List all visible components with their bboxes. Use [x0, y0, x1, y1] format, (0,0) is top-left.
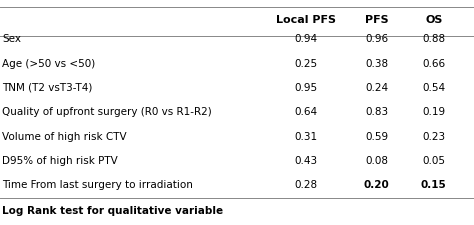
- Text: 0.95: 0.95: [294, 83, 317, 93]
- Text: 0.15: 0.15: [421, 180, 447, 190]
- Text: 0.05: 0.05: [422, 156, 445, 166]
- Text: 0.83: 0.83: [365, 107, 388, 117]
- Text: 0.24: 0.24: [365, 83, 388, 93]
- Text: 0.38: 0.38: [365, 59, 388, 69]
- Text: 0.96: 0.96: [365, 34, 388, 44]
- Text: 0.54: 0.54: [422, 83, 445, 93]
- Text: TNM (T2 vsT3-T4): TNM (T2 vsT3-T4): [2, 83, 93, 93]
- Text: 0.08: 0.08: [365, 156, 388, 166]
- Text: 0.28: 0.28: [294, 180, 317, 190]
- Text: 0.20: 0.20: [364, 180, 390, 190]
- Text: 0.88: 0.88: [422, 34, 445, 44]
- Text: Volume of high risk CTV: Volume of high risk CTV: [2, 132, 127, 142]
- Text: 0.31: 0.31: [294, 132, 317, 142]
- Text: 0.19: 0.19: [422, 107, 445, 117]
- Text: 0.59: 0.59: [365, 132, 388, 142]
- Text: OS: OS: [425, 15, 442, 25]
- Text: 0.94: 0.94: [294, 34, 317, 44]
- Text: Sex: Sex: [2, 34, 21, 44]
- Text: 0.25: 0.25: [294, 59, 317, 69]
- Text: 0.64: 0.64: [294, 107, 317, 117]
- Text: Local PFS: Local PFS: [276, 15, 336, 25]
- Text: Age (>50 vs <50): Age (>50 vs <50): [2, 59, 96, 69]
- Text: Log Rank test for qualitative variable: Log Rank test for qualitative variable: [2, 207, 224, 216]
- Text: PFS: PFS: [365, 15, 389, 25]
- Text: Time From last surgery to irradiation: Time From last surgery to irradiation: [2, 180, 193, 190]
- Text: 0.43: 0.43: [294, 156, 317, 166]
- Text: 0.66: 0.66: [422, 59, 445, 69]
- Text: D95% of high risk PTV: D95% of high risk PTV: [2, 156, 118, 166]
- Text: Quality of upfront surgery (R0 vs R1-R2): Quality of upfront surgery (R0 vs R1-R2): [2, 107, 212, 117]
- Text: 0.23: 0.23: [422, 132, 445, 142]
